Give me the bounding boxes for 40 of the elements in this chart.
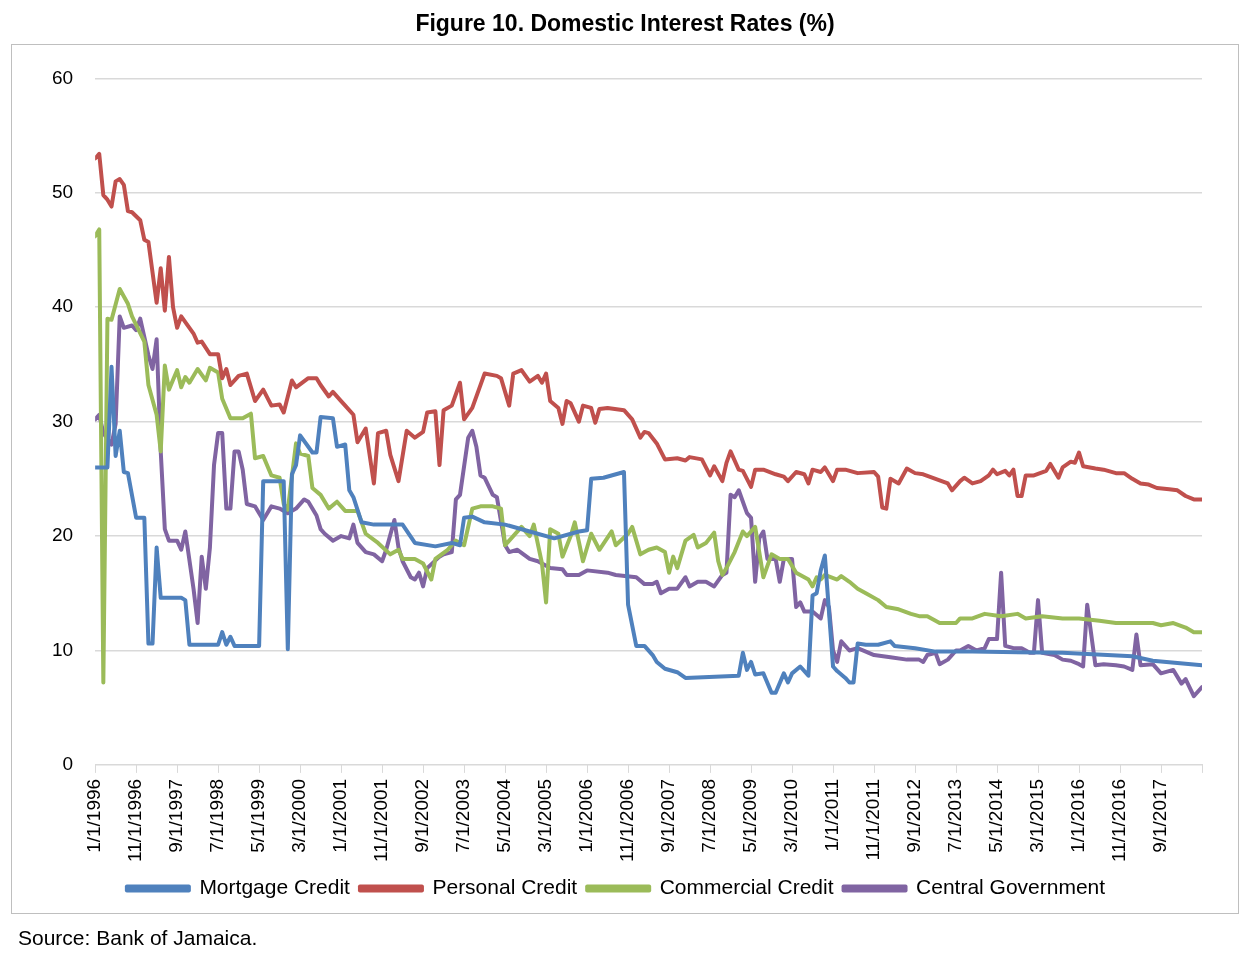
x-tick-label: 5/1/2009: [739, 778, 761, 853]
x-tick-label: 1/1/2016: [1067, 778, 1089, 853]
x-tick-label: 1/1/1996: [83, 778, 105, 853]
x-tick-label: 3/1/2010: [780, 778, 802, 853]
x-tick-label: 9/1/2012: [903, 778, 925, 853]
x-tick-label: 11/1/1996: [124, 778, 146, 863]
x-tick-label: 9/1/2002: [411, 778, 433, 853]
x-tick-label: 11/1/2001: [370, 778, 392, 863]
legend-label: Central Government: [916, 875, 1106, 899]
x-tick-label: 9/1/1997: [165, 778, 187, 853]
y-tick-label: 40: [51, 295, 74, 317]
x-tick-label: 11/1/2011: [862, 778, 884, 861]
legend-label: Personal Credit: [432, 875, 578, 899]
y-tick-label: 30: [51, 409, 74, 431]
y-tick-label: 50: [51, 181, 74, 203]
x-tick-label: 7/1/2013: [944, 778, 966, 853]
x-tick-label: 7/1/2003: [452, 778, 474, 853]
legend-label: Mortgage Credit: [199, 875, 351, 899]
x-tick-label: 3/1/2015: [1026, 778, 1048, 853]
x-tick-label: 3/1/2000: [288, 778, 310, 853]
x-tick-label: 7/1/1998: [206, 778, 228, 853]
x-tick-label: 7/1/2008: [698, 778, 720, 853]
y-tick-label: 10: [51, 638, 74, 660]
x-tick-label: 1/1/2006: [575, 778, 597, 853]
y-tick-label: 60: [51, 66, 74, 88]
x-tick-label: 5/1/1999: [247, 778, 269, 853]
y-tick-label: 20: [51, 524, 74, 546]
x-tick-label: 9/1/2017: [1149, 778, 1171, 853]
x-tick-label: 1/1/2001: [329, 778, 351, 853]
x-tick-label: 5/1/2004: [493, 778, 515, 853]
legend-label: Commercial Credit: [659, 875, 834, 899]
x-tick-label: 1/1/2011: [821, 778, 843, 852]
x-tick-label: 9/1/2007: [657, 778, 679, 853]
y-tick-label: 0: [62, 753, 74, 775]
x-tick-label: 11/1/2006: [616, 778, 638, 863]
source-note: Source: Bank of Jamaica.: [18, 926, 258, 950]
chart-title: Figure 10. Domestic Interest Rates (%): [414, 10, 836, 37]
x-tick-label: 11/1/2016: [1108, 778, 1130, 863]
x-tick-label: 3/1/2005: [534, 778, 556, 853]
x-tick-label: 5/1/2014: [985, 778, 1007, 853]
